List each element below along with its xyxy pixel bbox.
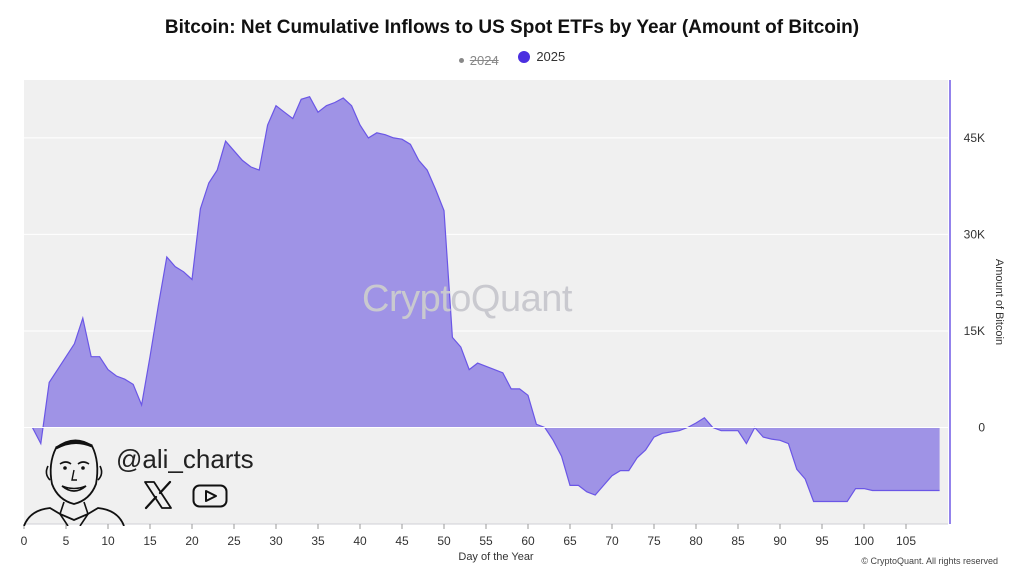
y-tick-label: 15K — [964, 324, 985, 338]
legend-label-2025: 2025 — [536, 49, 566, 64]
x-tick-label: 55 — [479, 534, 493, 548]
x-tick-label: 5 — [63, 534, 70, 548]
x-tick-label: 25 — [227, 534, 241, 548]
x-tick-label: 65 — [563, 534, 577, 548]
author-handle: @ali_charts — [116, 444, 254, 474]
x-tick-label: 20 — [185, 534, 199, 548]
legend-label-2024: 2024 — [469, 52, 499, 68]
x-tick-label: 105 — [896, 534, 916, 548]
y-tick-label: 45K — [964, 131, 985, 145]
x-tick-label: 90 — [773, 534, 787, 548]
copyright-notice: © CryptoQuant. All rights reserved — [861, 556, 998, 566]
x-tick-label: 30 — [269, 534, 283, 548]
x-tick-label: 95 — [815, 534, 829, 548]
x-tick-label: 60 — [521, 534, 535, 548]
x-tick-label: 15 — [143, 534, 157, 548]
x-tick-label: 85 — [731, 534, 745, 548]
avatar-illustration — [23, 439, 125, 526]
x-tick-label: 45 — [395, 534, 409, 548]
legend-marker-2024 — [458, 57, 464, 63]
chart-title: Bitcoin: Net Cumulative Inflows to US Sp… — [164, 17, 860, 38]
x-tick-label: 0 — [21, 534, 28, 548]
x-logo-icon[interactable] — [142, 480, 174, 510]
series-area-2025 — [32, 96, 940, 502]
x-tick-label: 35 — [311, 534, 325, 548]
x-axis-title: Day of the Year — [458, 551, 534, 563]
y-axis-ticks: 0 15K 30K 45K — [964, 131, 986, 435]
series-line-2025 — [31, 95, 940, 503]
x-tick-label: 75 — [647, 534, 661, 548]
x-tick-label: 10 — [101, 534, 115, 548]
legend-item-2025[interactable]: 2025 — [518, 49, 565, 64]
legend-item-2024[interactable]: 2024 — [458, 52, 499, 68]
x-tick-label: 70 — [605, 534, 619, 548]
x-tick-label: 100 — [854, 534, 874, 548]
legend: 2024 2025 — [0, 49, 1024, 68]
x-axis-ticks: 0 5 10 15 20 25 30 35 40 45 50 55 60 65 70 75 80 85 90 95 10… — [21, 524, 916, 548]
youtube-icon[interactable] — [192, 484, 228, 508]
x-tick-label: 40 — [353, 534, 367, 548]
legend-marker-2025 — [518, 50, 531, 63]
y-tick-label: 0 — [978, 420, 985, 434]
x-tick-label: 80 — [689, 534, 703, 548]
x-tick-label: 50 — [437, 534, 451, 548]
y-axis-title: Amount of Bitcoin — [993, 259, 1005, 345]
watermark: CryptoQuant — [362, 278, 572, 320]
y-tick-label: 30K — [964, 227, 985, 241]
